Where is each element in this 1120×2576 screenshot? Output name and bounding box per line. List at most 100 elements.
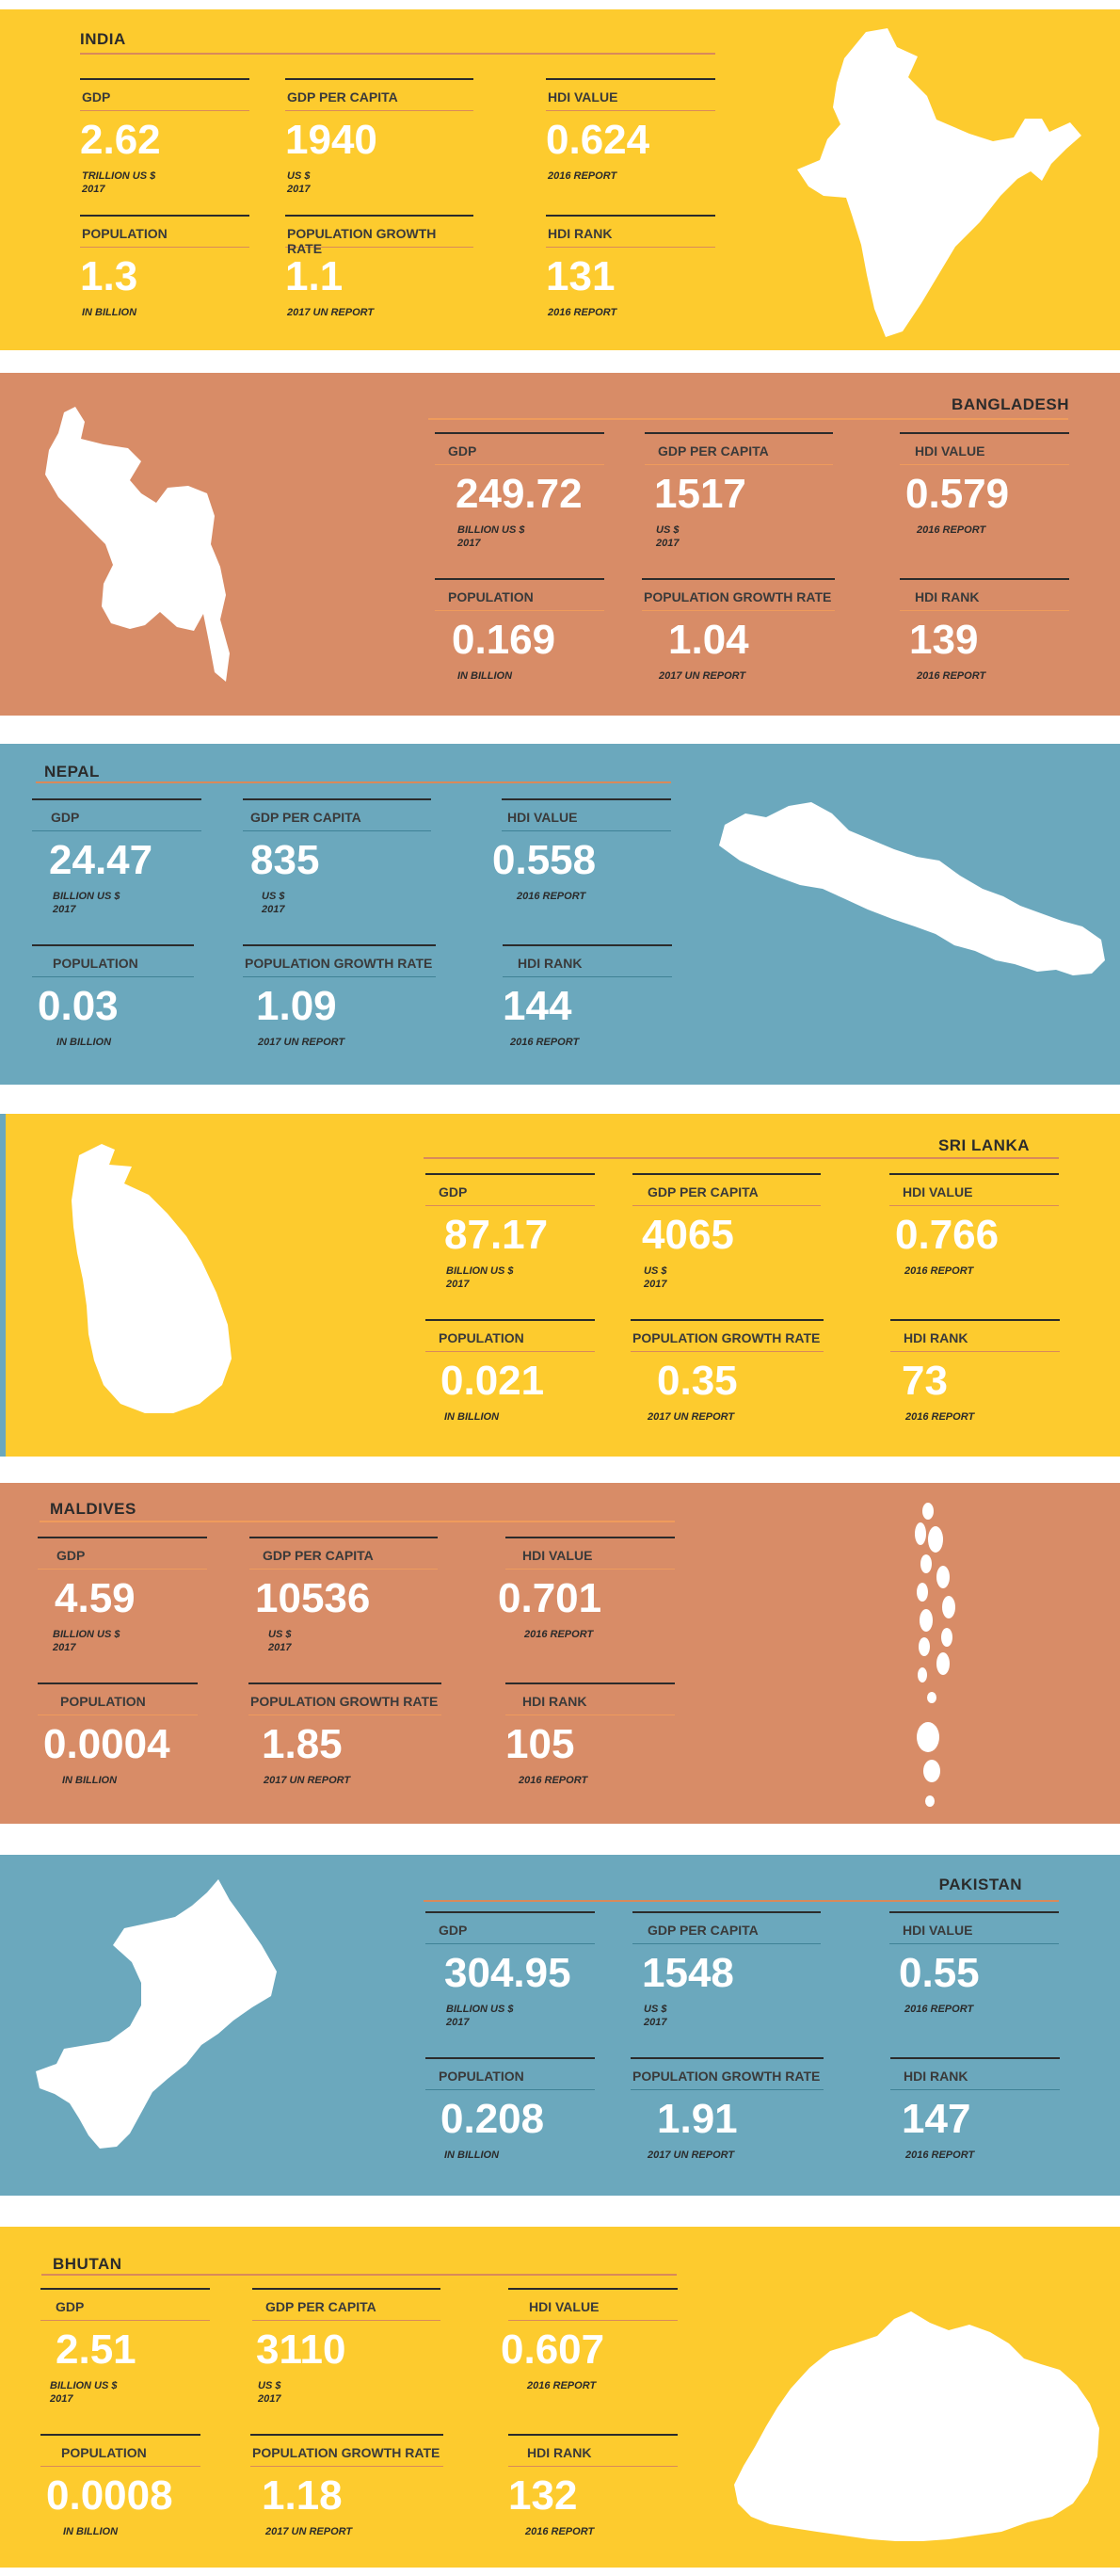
gdp-note: BILLION US $ 2017: [457, 524, 525, 549]
hdi-rank-value: 73: [902, 1358, 948, 1404]
population-growth-label: POPULATION GROWTH RATE: [252, 2445, 440, 2460]
gdp-per-capita-note: US $ 2017: [644, 2004, 667, 2028]
country-name: SRI LANKA: [937, 1136, 1030, 1154]
hdi-rank-stat: HDI RANK 144 2016 REPORT: [503, 944, 672, 1049]
gdp-per-capita-value: 835: [250, 837, 320, 883]
hdi-value-note: 2016 REPORT: [527, 2380, 597, 2391]
hdi-value-stat: HDI VALUE 0.624 2016 REPORT: [546, 78, 715, 183]
hdi-rank-note: 2016 REPORT: [519, 1775, 588, 1786]
bangladesh-map-icon: [45, 407, 230, 682]
gdp-note: BILLION US $ 2017: [53, 891, 120, 915]
gdp-stat: GDP 2.51 BILLION US $ 2017: [40, 2288, 210, 2406]
population-growth-value: 1.1: [285, 253, 344, 299]
pakistan-panel: PAKISTAN GDP 304.95 BILLION US $ 2017 GD…: [0, 1855, 1120, 2196]
hdi-rank-stat: HDI RANK 132 2016 REPORT: [508, 2434, 678, 2538]
hdi-value-note: 2016 REPORT: [517, 891, 586, 902]
gdp-per-capita-value: 3110: [256, 2326, 346, 2373]
population-growth-label: POPULATION GROWTH RATE: [632, 1330, 821, 1345]
hdi-value: 0.558: [492, 837, 597, 883]
india-map-icon: [797, 28, 1081, 337]
title-divider: [424, 1157, 1059, 1159]
country-name: BANGLADESH: [952, 395, 1069, 413]
hdi-rank-value: 131: [546, 253, 616, 299]
gdp-stat: GDP 87.17 BILLION US $ 2017: [425, 1173, 595, 1291]
hdi-value-label: HDI VALUE: [529, 2299, 600, 2314]
population-stat: POPULATION 0.208 IN BILLION: [425, 2057, 595, 2162]
hdi-rank-label: HDI RANK: [527, 2445, 592, 2460]
gdp-stat: GDP 4.59 BILLION US $ 2017: [38, 1537, 207, 1654]
population-label: POPULATION: [448, 589, 534, 604]
population-growth-label: POPULATION GROWTH RATE: [250, 1694, 439, 1709]
gdp-per-capita-note: US $ 2017: [268, 1629, 292, 1653]
panel-edge-accent: [0, 1114, 6, 1457]
population-label: POPULATION: [439, 2069, 524, 2084]
sri-lanka-map-icon: [72, 1144, 232, 1413]
population-note: IN BILLION: [457, 670, 513, 682]
sri-lanka-panel: SRI LANKA GDP 87.17 BILLION US $ 2017 GD…: [0, 1114, 1120, 1457]
population-growth-note: 2017 UN REPORT: [265, 2526, 353, 2537]
gdp-per-capita-label: GDP PER CAPITA: [648, 1184, 759, 1199]
hdi-value: 0.607: [501, 2326, 605, 2373]
population-value: 1.3: [80, 253, 138, 299]
hdi-rank-note: 2016 REPORT: [917, 670, 986, 682]
gdp-note: BILLION US $ 2017: [446, 2004, 514, 2028]
gdp-stat: GDP 304.95 BILLION US $ 2017: [425, 1911, 595, 2029]
bhutan-map-icon: [734, 2311, 1099, 2541]
population-growth-note: 2017 UN REPORT: [264, 1775, 351, 1786]
gdp-stat: GDP 2.62 TRILLION US $ 2017: [80, 78, 249, 196]
population-growth-note: 2017 UN REPORT: [648, 2149, 735, 2161]
gdp-value: 249.72: [456, 471, 583, 517]
population-value: 0.208: [440, 2096, 545, 2142]
hdi-value-stat: HDI VALUE 0.579 2016 REPORT: [900, 432, 1069, 537]
hdi-rank-stat: HDI RANK 139 2016 REPORT: [900, 578, 1069, 683]
hdi-rank-label: HDI RANK: [522, 1694, 587, 1709]
population-note: IN BILLION: [444, 1411, 500, 1423]
hdi-rank-stat: HDI RANK 105 2016 REPORT: [505, 1682, 675, 1787]
gdp-per-capita-stat: GDP PER CAPITA 3110 US $ 2017: [252, 2288, 440, 2406]
population-label: POPULATION: [60, 1694, 146, 1709]
population-growth-note: 2017 UN REPORT: [659, 670, 746, 682]
hdi-rank-label: HDI RANK: [915, 589, 980, 604]
population-growth-note: 2017 UN REPORT: [648, 1411, 735, 1423]
gdp-stat: GDP 24.47 BILLION US $ 2017: [32, 798, 201, 916]
hdi-value-label: HDI VALUE: [548, 89, 618, 105]
country-name: INDIA: [80, 30, 126, 48]
population-note: IN BILLION: [62, 1775, 118, 1786]
hdi-rank-note: 2016 REPORT: [905, 2149, 975, 2161]
population-stat: POPULATION 0.03 IN BILLION: [32, 944, 194, 1049]
country-name: PAKISTAN: [938, 1876, 1022, 1893]
nepal-map-icon: [719, 802, 1105, 975]
title-divider: [80, 53, 715, 55]
population-growth-note: 2017 UN REPORT: [287, 307, 375, 318]
gdp-per-capita-label: GDP PER CAPITA: [658, 443, 769, 459]
hdi-rank-label: HDI RANK: [518, 956, 583, 971]
gdp-per-capita-stat: GDP PER CAPITA 10536 US $ 2017: [249, 1537, 438, 1654]
population-growth-value: 1.85: [262, 1721, 343, 1767]
hdi-value-note: 2016 REPORT: [917, 524, 986, 536]
population-growth-stat: POPULATION GROWTH RATE 1.91 2017 UN REPO…: [631, 2057, 824, 2162]
hdi-value-label: HDI VALUE: [903, 1923, 973, 1938]
country-name: NEPAL: [44, 763, 100, 781]
gdp-label: GDP: [56, 1548, 86, 1563]
gdp-per-capita-note: US $ 2017: [262, 891, 285, 915]
gdp-per-capita-label: GDP PER CAPITA: [648, 1923, 759, 1938]
gdp-per-capita-note: US $ 2017: [644, 1265, 667, 1290]
population-note: IN BILLION: [63, 2526, 119, 2537]
title-divider: [41, 2274, 677, 2276]
hdi-value-stat: HDI VALUE 0.701 2016 REPORT: [498, 1537, 675, 1641]
pakistan-map-icon: [36, 1879, 277, 2149]
hdi-rank-value: 132: [508, 2472, 578, 2519]
title-divider: [40, 1521, 675, 1522]
population-label: POPULATION: [61, 2445, 147, 2460]
population-growth-value: 1.04: [668, 617, 749, 663]
maldives-map-icon: [915, 1503, 955, 1807]
gdp-note: BILLION US $ 2017: [50, 2380, 118, 2405]
hdi-rank-label: HDI RANK: [548, 226, 613, 241]
hdi-value-label: HDI VALUE: [507, 810, 578, 825]
population-stat: POPULATION 0.169 IN BILLION: [435, 578, 604, 683]
hdi-value: 0.766: [895, 1212, 1000, 1258]
gdp-value: 24.47: [49, 837, 153, 883]
population-growth-stat: POPULATION GROWTH RATE 0.35 2017 UN REPO…: [631, 1319, 824, 1424]
hdi-rank-value: 105: [505, 1721, 575, 1767]
hdi-rank-label: HDI RANK: [904, 2069, 968, 2084]
